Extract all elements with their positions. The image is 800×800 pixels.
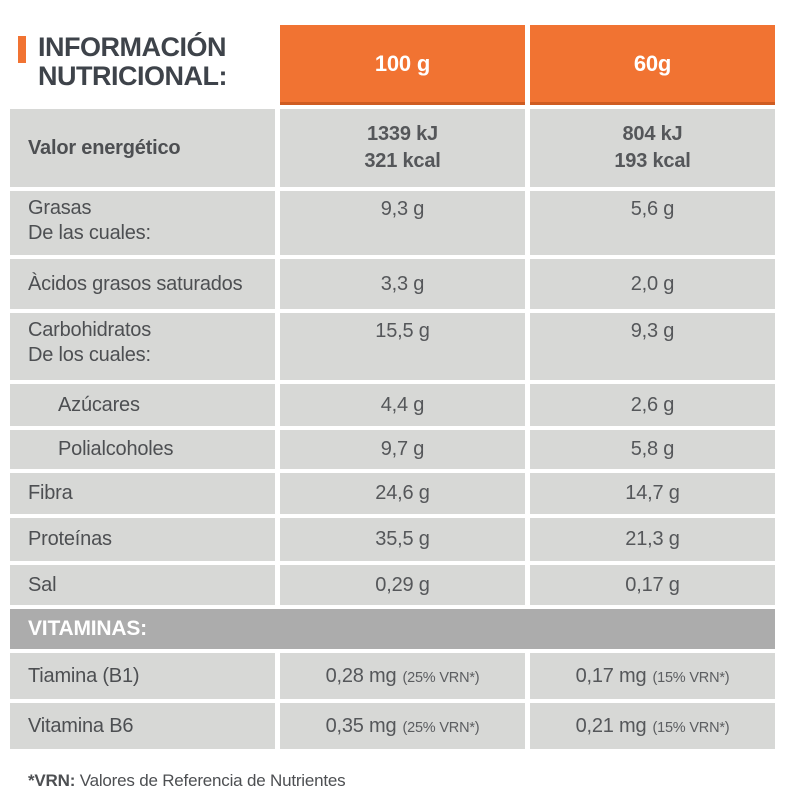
value-100g: 9,7 g (280, 430, 525, 469)
table-row-saturados: Àcidos grasos saturados 3,3 g 2,0 g (10, 259, 775, 309)
page-title: INFORMACIÓN NUTRICIONAL: (38, 33, 275, 91)
table-row-tiamina-b1: Tiamina (B1) 0,28 mg (25% VRN*) 0,17 mg … (10, 653, 775, 699)
row-label: Vitamina B6 (10, 703, 275, 749)
row-label: Àcidos grasos saturados (10, 259, 275, 309)
value-100g: 1339 kJ 321 kcal (280, 109, 525, 187)
value-60g: 804 kJ 193 kcal (530, 109, 775, 187)
value-100g: 0,35 mg (25% VRN*) (280, 703, 525, 749)
value-60g: 0,17 mg (15% VRN*) (530, 653, 775, 699)
orange-accent-bar-icon (18, 36, 26, 63)
value-60g: 21,3 g (530, 518, 775, 561)
value-60g: 0,17 g (530, 565, 775, 605)
page-title-line1: INFORMACIÓN (38, 32, 226, 62)
value-100g: 4,4 g (280, 384, 525, 426)
table-row-proteinas: Proteínas 35,5 g 21,3 g (10, 518, 775, 561)
table-row-azucares: Azúcares 4,4 g 2,6 g (10, 384, 775, 426)
value-60g: 5,8 g (530, 430, 775, 469)
value-100g: 3,3 g (280, 259, 525, 309)
table-row-fibra: Fibra 24,6 g 14,7 g (10, 473, 775, 514)
vitamins-section-header: VITAMINAS: (10, 609, 775, 649)
value-100g: 35,5 g (280, 518, 525, 561)
value-100g: 24,6 g (280, 473, 525, 514)
value-100g: 0,28 mg (25% VRN*) (280, 653, 525, 699)
value-100g: 9,3 g (280, 191, 525, 255)
table-row-sal: Sal 0,29 g 0,17 g (10, 565, 775, 605)
vrn-footnote: *VRN: Valores de Referencia de Nutriente… (28, 771, 800, 791)
row-label: Proteínas (10, 518, 275, 561)
value-60g: 0,21 mg (15% VRN*) (530, 703, 775, 749)
row-label: Polialcoholes (10, 430, 275, 469)
table-row-vitamina-b6: Vitamina B6 0,35 mg (25% VRN*) 0,21 mg (… (10, 703, 775, 749)
table-row-energy: Valor energético 1339 kJ 321 kcal 804 kJ… (10, 109, 775, 187)
value-60g: 14,7 g (530, 473, 775, 514)
page-title-line2: NUTRICIONAL: (38, 61, 227, 91)
value-60g: 5,6 g (530, 191, 775, 255)
value-60g: 2,0 g (530, 259, 775, 309)
row-label: Azúcares (10, 384, 275, 426)
column-header-60g: 60g (530, 25, 775, 105)
column-header-100g: 100 g (280, 25, 525, 105)
table-header-row: INFORMACIÓN NUTRICIONAL: 100 g 60g (10, 25, 775, 105)
vrn-footnote-text: Valores de Referencia de Nutrientes (75, 771, 346, 790)
vrn-footnote-abbrev: *VRN: (28, 771, 76, 790)
table-row-polialcoholes: Polialcoholes 9,7 g 5,8 g (10, 430, 775, 469)
row-label: Carbohidratos De los cuales: (10, 313, 275, 380)
row-label: Valor energético (10, 109, 275, 187)
row-label: Tiamina (B1) (10, 653, 275, 699)
value-100g: 0,29 g (280, 565, 525, 605)
table-row-carbohidratos: Carbohidratos De los cuales: 15,5 g 9,3 … (10, 313, 775, 380)
row-label: Fibra (10, 473, 275, 514)
value-100g: 15,5 g (280, 313, 525, 380)
value-60g: 2,6 g (530, 384, 775, 426)
panel-title-cell: INFORMACIÓN NUTRICIONAL: (10, 25, 275, 105)
row-label: Sal (10, 565, 275, 605)
table-row-grasas: Grasas De las cuales: 9,3 g 5,6 g (10, 191, 775, 255)
value-60g: 9,3 g (530, 313, 775, 380)
nutrition-table: INFORMACIÓN NUTRICIONAL: 100 g 60g Valor… (10, 25, 775, 749)
row-label: Grasas De las cuales: (10, 191, 275, 255)
